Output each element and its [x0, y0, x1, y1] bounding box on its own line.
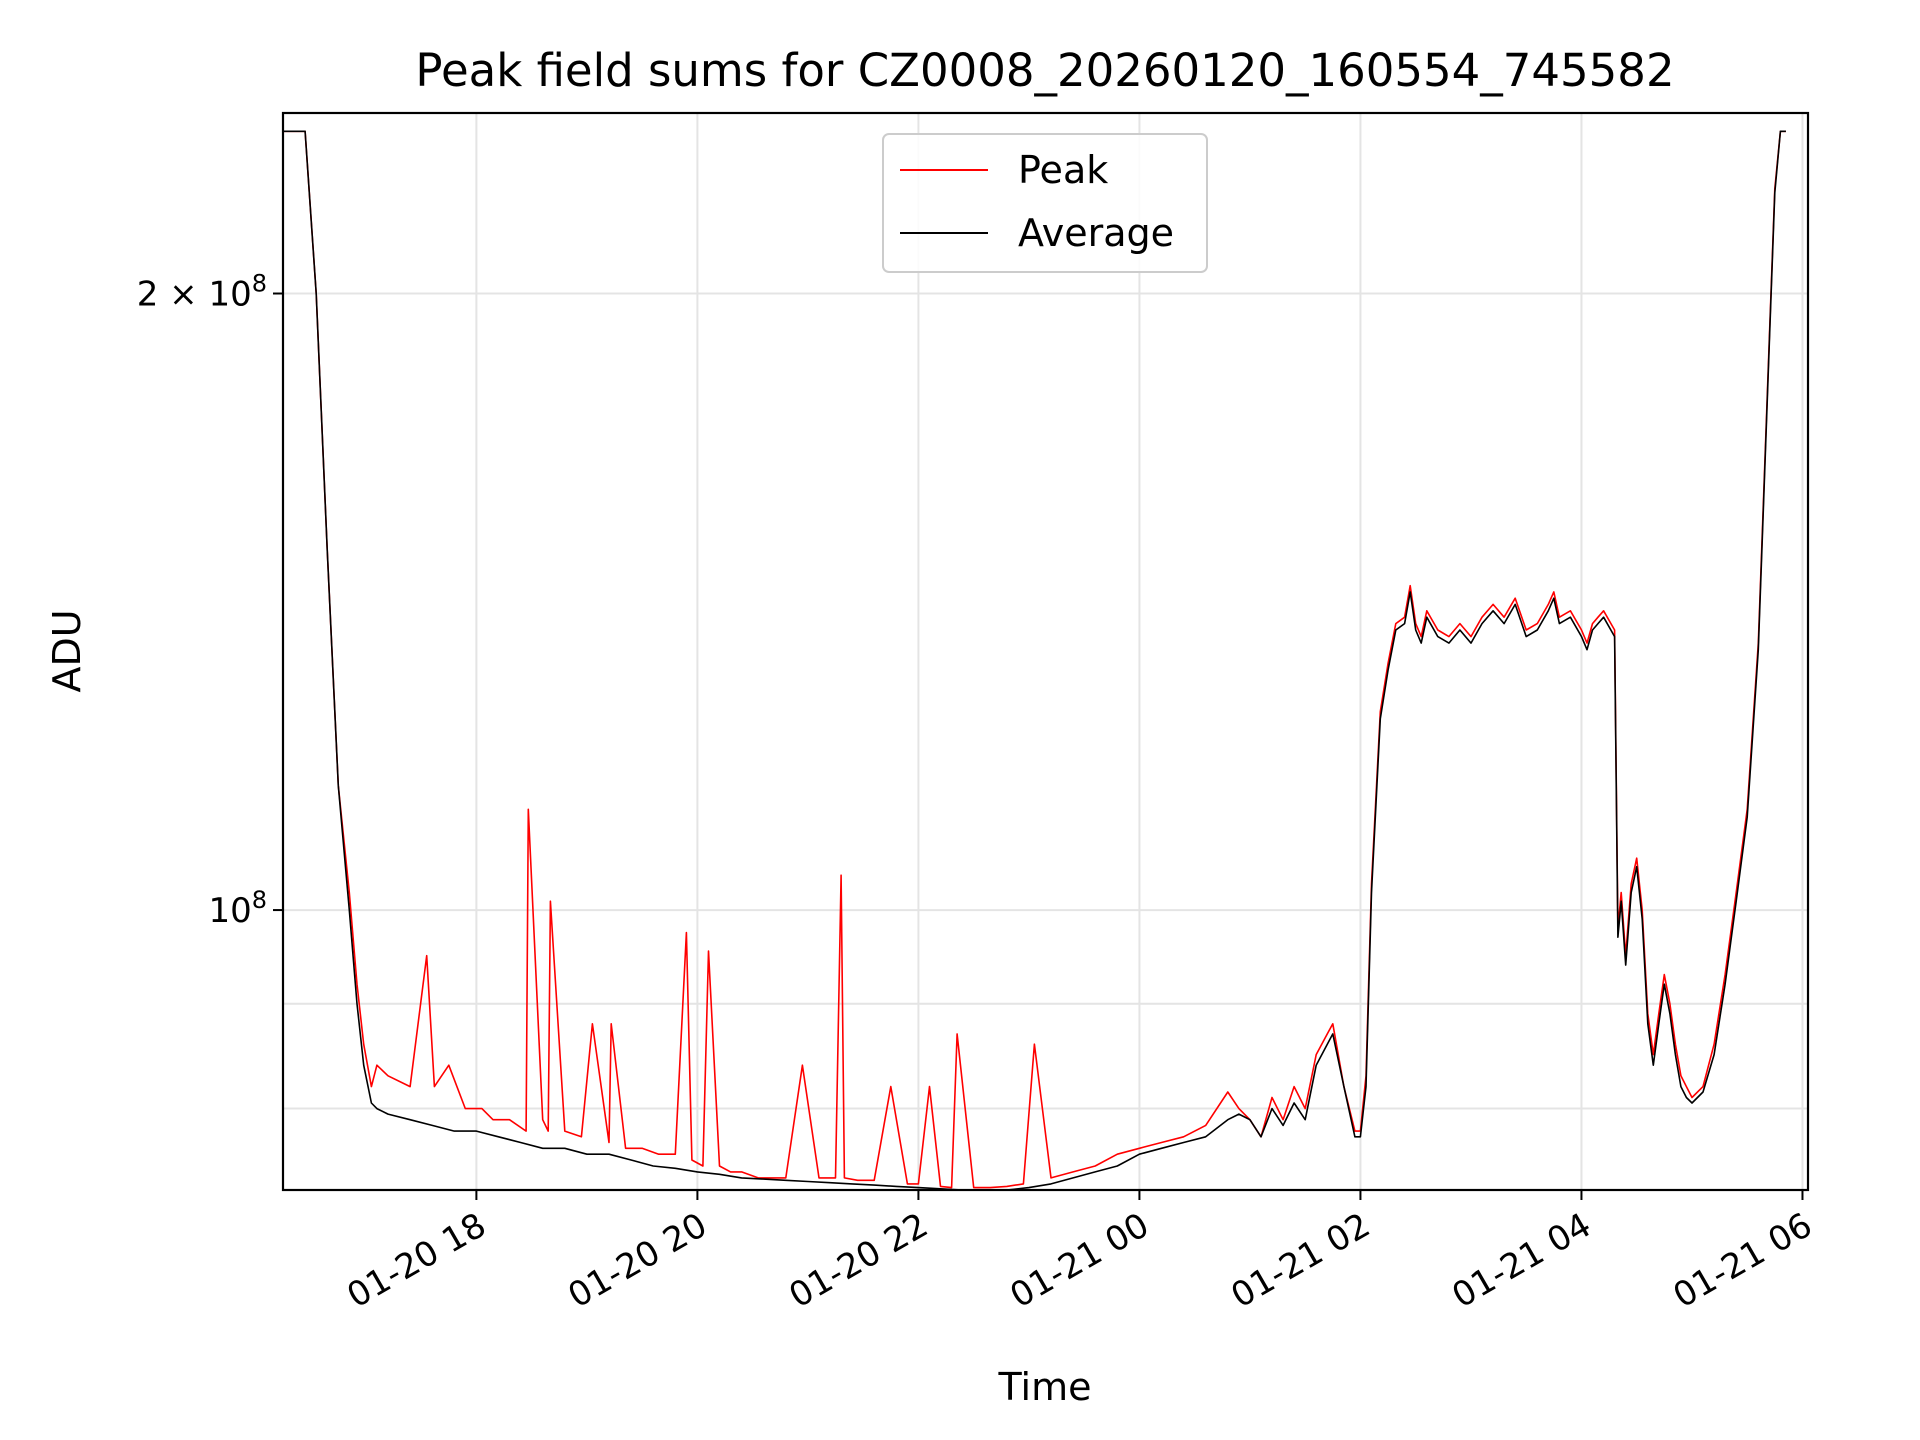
legend-label-peak: Peak: [1018, 148, 1108, 192]
grid-lines: [283, 113, 1808, 1190]
y-tick-label-0: 108: [208, 886, 267, 931]
y-axis-label: ADU: [45, 609, 89, 692]
y-tick-label-1: 2 × 108: [137, 270, 267, 315]
y-axis-ticks: 108 2 × 108: [137, 270, 283, 931]
series-layer: [283, 130, 1786, 1191]
chart-title: Peak field sums for CZ0008_20260120_1605…: [415, 44, 1674, 97]
legend-box: [882, 133, 1208, 273]
series-line-peak: [283, 130, 1786, 1189]
series-line-average: [283, 130, 1786, 1191]
legend-label-average: Average: [1018, 211, 1174, 255]
plot-frame: [281, 111, 1810, 1192]
legend: Peak Average: [882, 133, 1208, 273]
x-axis-label: Time: [998, 1365, 1092, 1409]
